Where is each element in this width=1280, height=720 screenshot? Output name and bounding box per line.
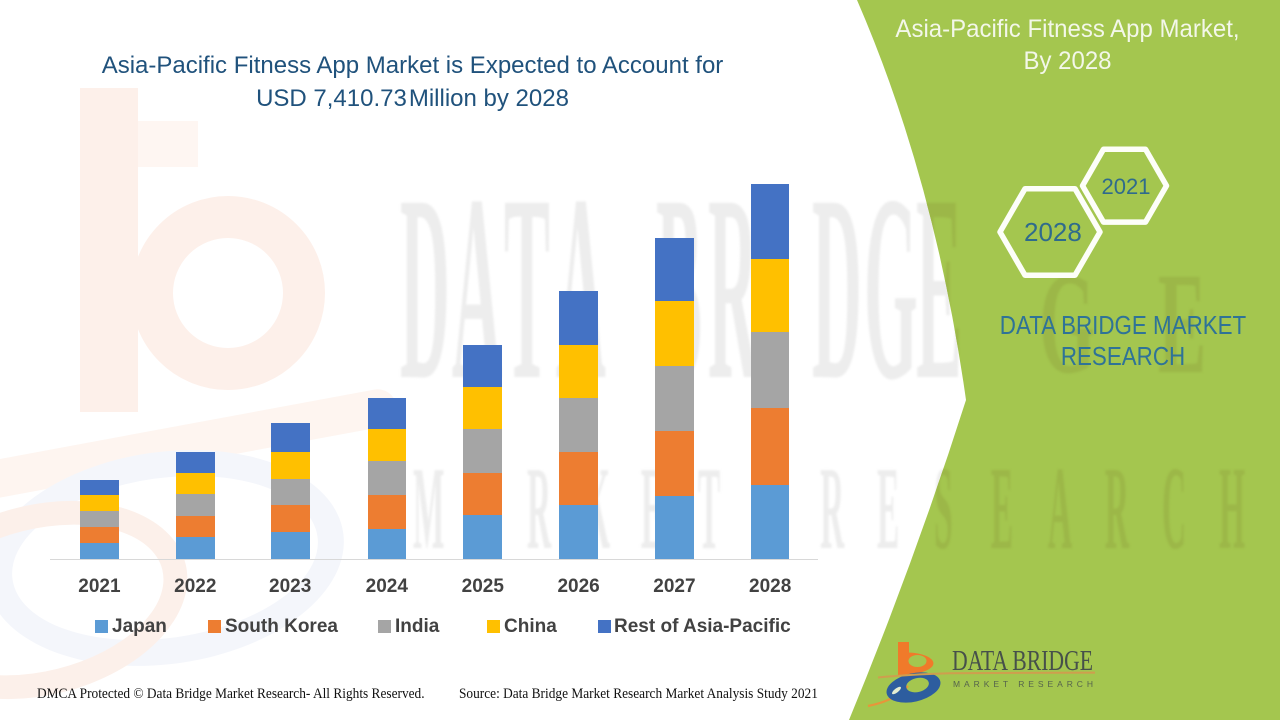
svg-text:DATA BRIDGE: DATA BRIDGE bbox=[952, 645, 1093, 677]
svg-text:MARKET RESEARCH: MARKET RESEARCH bbox=[953, 679, 1093, 689]
